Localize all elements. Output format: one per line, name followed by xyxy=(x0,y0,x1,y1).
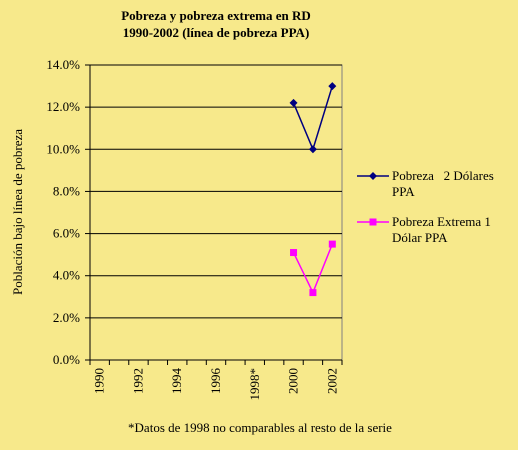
y-tick-label: 4.0% xyxy=(53,268,80,283)
legend-marker xyxy=(369,218,377,226)
diamond-marker xyxy=(328,82,337,91)
diamond-marker xyxy=(308,145,317,154)
series-line xyxy=(292,243,334,295)
y-tick-label: 12.0% xyxy=(46,99,80,114)
legend-label: Pobreza 2 Dólares PPA xyxy=(392,168,498,199)
square-marker xyxy=(309,289,317,297)
diamond-marker xyxy=(289,98,298,107)
y-axis-label: Población bajo línea de pobreza xyxy=(10,129,25,295)
x-tick-label: 1990 xyxy=(92,368,107,394)
y-tick-label: 6.0% xyxy=(53,226,80,241)
legend-marker xyxy=(369,172,377,180)
x-tick-label: 1992 xyxy=(130,368,145,394)
y-tick-label: 10.0% xyxy=(46,141,80,156)
y-tick-label: 2.0% xyxy=(53,310,80,325)
y-tick-label: 8.0% xyxy=(53,183,80,198)
x-tick-label: 2000 xyxy=(286,368,301,394)
x-tick-label: 1996 xyxy=(208,368,223,395)
footnote: *Datos de 1998 no comparables al resto d… xyxy=(128,420,392,435)
x-tick-label: 2002 xyxy=(324,368,339,394)
square-marker xyxy=(290,249,298,257)
chart-title: 1990-2002 (línea de pobreza PPA) xyxy=(123,25,310,40)
series-line xyxy=(292,85,334,152)
x-tick-label: 1998* xyxy=(247,368,262,401)
y-tick-label: 14.0% xyxy=(46,57,80,72)
chart-title: Pobreza y pobreza extrema en RD xyxy=(121,8,311,23)
legend-label: Pobreza Extrema 1 Dólar PPA xyxy=(392,214,495,245)
square-marker xyxy=(328,240,336,248)
y-tick-label: 0.0% xyxy=(53,352,80,367)
x-tick-label: 1994 xyxy=(169,368,184,395)
plot-area xyxy=(89,64,343,361)
